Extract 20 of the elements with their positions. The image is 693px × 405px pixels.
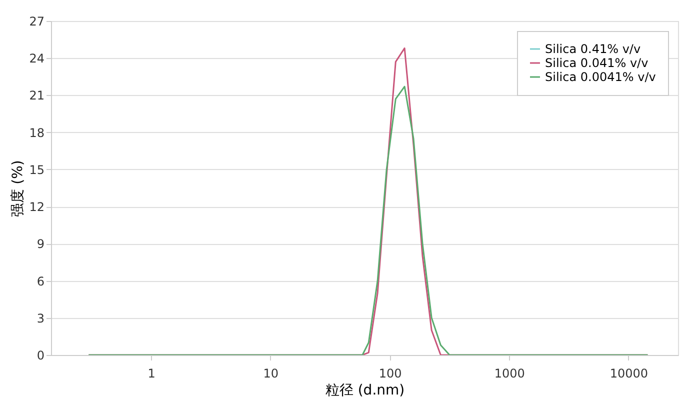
legend-label: Silica 0.41% v/v (545, 42, 641, 56)
y-tick-label: 21 (29, 88, 44, 103)
y-tick-label: 12 (29, 200, 44, 214)
y-tick-label: 6 (36, 274, 44, 288)
legend-label: Silica 0.0041% v/v (545, 70, 656, 84)
y-tick-label: 9 (36, 237, 44, 252)
x-tick-label: 100 (378, 366, 402, 380)
y-axis-title: 强度 (%) (10, 160, 26, 217)
legend-label: Silica 0.041% v/v (545, 56, 648, 70)
x-axis-title: 粒径 (d.nm) (325, 382, 405, 398)
x-tick-label: 1 (148, 366, 156, 380)
y-tick-label: 0 (36, 348, 44, 362)
y-tick-label: 18 (29, 126, 44, 140)
y-tick-label: 3 (36, 311, 44, 326)
x-tick-label: 10 (263, 366, 279, 380)
y-tick-label: 15 (29, 162, 44, 177)
x-tick-label: 10000 (610, 366, 648, 380)
y-tick-label: 27 (29, 14, 44, 28)
x-tick-label: 1000 (494, 366, 525, 380)
y-tick-label: 24 (29, 52, 44, 66)
